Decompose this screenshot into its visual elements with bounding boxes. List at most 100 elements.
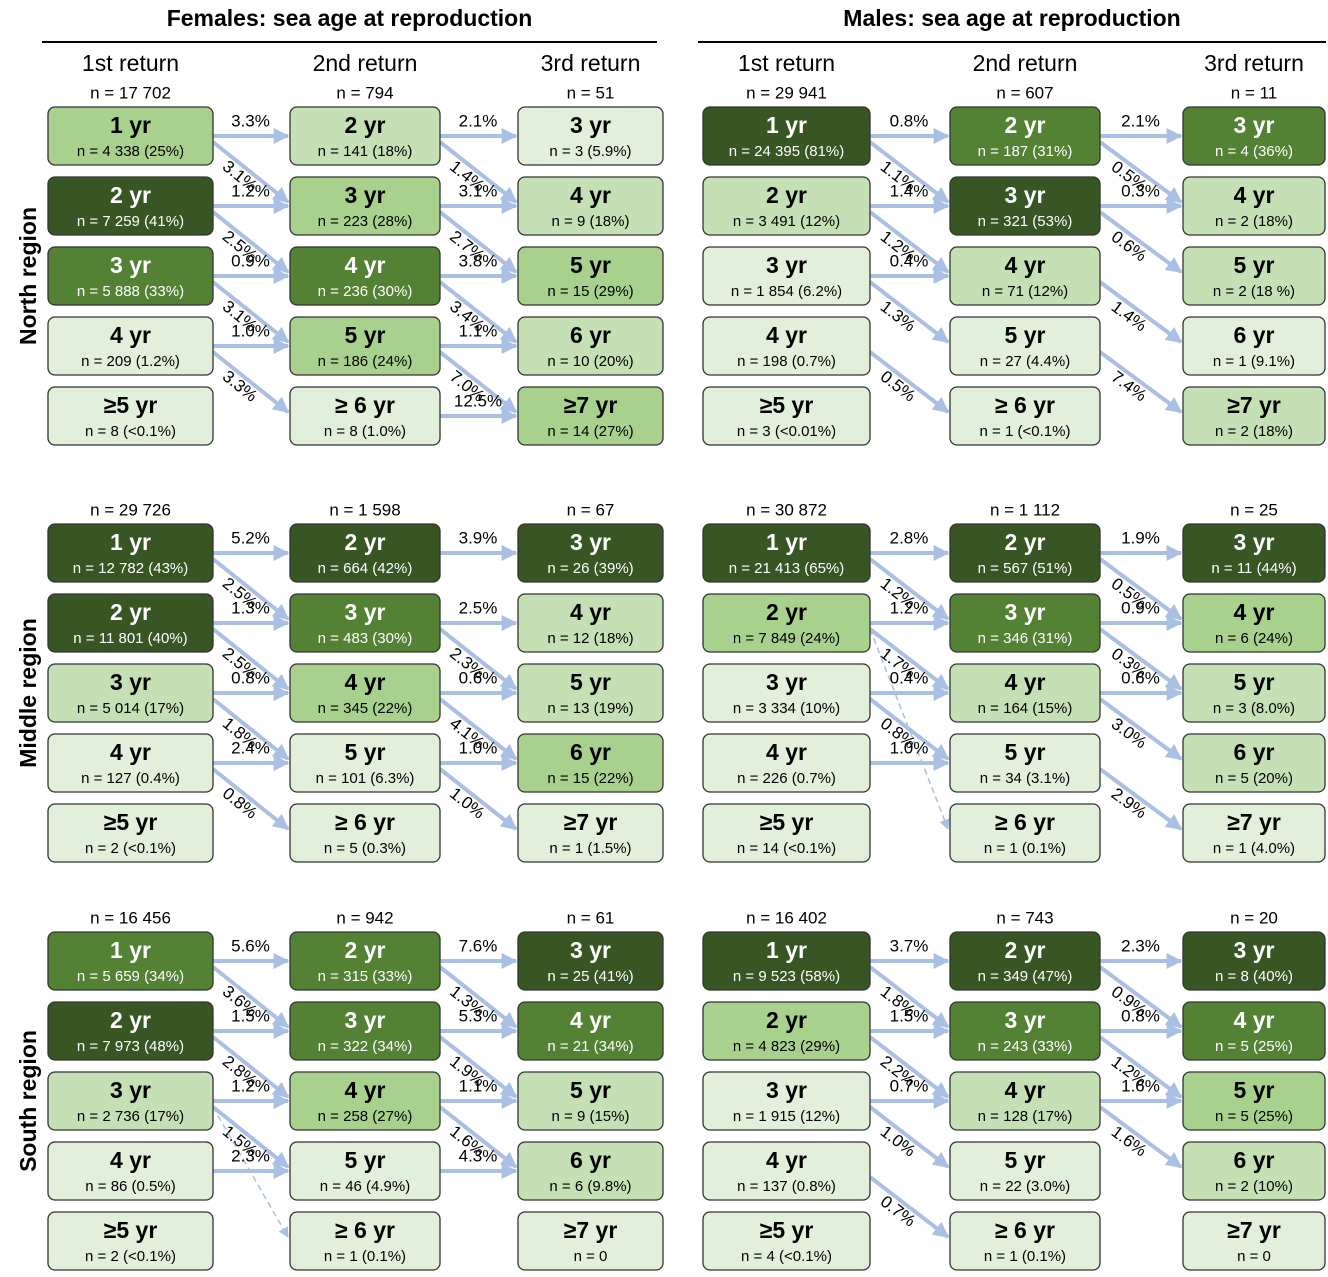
flow-label: 3.9% xyxy=(459,528,498,547)
flow-label: 5.2% xyxy=(231,528,270,547)
age-count: n = 1 (4.0%) xyxy=(1213,840,1295,857)
age-label: ≥ 6 yr xyxy=(995,392,1055,418)
age-label: 4 yr xyxy=(110,739,151,765)
age-label: 2 yr xyxy=(345,529,386,555)
column-title: 3rd return xyxy=(541,50,641,76)
age-label: 4 yr xyxy=(766,1147,807,1173)
age-count: n = 12 782 (43%) xyxy=(73,560,189,577)
age-label: 6 yr xyxy=(1234,739,1275,765)
age-box xyxy=(1182,1001,1326,1061)
age-box xyxy=(517,246,664,306)
age-box xyxy=(517,931,664,991)
age-label: 5 yr xyxy=(345,1147,386,1173)
age-label: 3 yr xyxy=(1234,529,1275,555)
age-count: n = 46 (4.9%) xyxy=(320,1178,410,1195)
age-box xyxy=(289,1071,441,1131)
flow-label: 7.6% xyxy=(459,936,498,955)
age-label: 1 yr xyxy=(766,112,807,138)
age-box xyxy=(517,523,664,583)
flow-label: 1.0% xyxy=(890,738,929,757)
age-count: n = 6 (24%) xyxy=(1215,630,1293,647)
age-box xyxy=(289,733,441,793)
age-label: 3 yr xyxy=(110,252,151,278)
age-box xyxy=(517,1141,664,1201)
age-label: 4 yr xyxy=(345,252,386,278)
age-box xyxy=(289,386,441,446)
flow-label: 1.2% xyxy=(231,1076,270,1095)
age-label: 1 yr xyxy=(110,112,151,138)
age-box xyxy=(47,386,214,446)
flow-arrow xyxy=(1098,965,1183,1029)
flow-arrow xyxy=(211,140,290,204)
flow-arrow xyxy=(211,280,290,344)
age-box xyxy=(702,1141,871,1201)
age-box xyxy=(949,1001,1101,1061)
age-count: n = 1 (1.5%) xyxy=(549,840,631,857)
age-box xyxy=(517,1211,664,1271)
column-n: n = 16 402 xyxy=(746,908,827,927)
age-label: ≥5 yr xyxy=(760,1217,814,1243)
flow-label: 1.9% xyxy=(1121,528,1160,547)
age-count: n = 3 (5.9%) xyxy=(549,143,631,160)
flow-arrow xyxy=(211,627,290,691)
age-label: 2 yr xyxy=(110,599,151,625)
flow-arrow xyxy=(211,1035,290,1099)
age-label: 6 yr xyxy=(570,1147,611,1173)
age-box xyxy=(517,593,664,653)
flow-label: 4.3% xyxy=(459,1146,498,1165)
age-label: 5 yr xyxy=(1234,1077,1275,1103)
age-count: n = 5 (0.3%) xyxy=(324,840,406,857)
age-box xyxy=(702,316,871,376)
column-n: n = 51 xyxy=(567,83,615,102)
flow-label: 0.6% xyxy=(459,668,498,687)
flow-arrow xyxy=(868,1175,950,1239)
age-box xyxy=(47,733,214,793)
column-title: 2nd return xyxy=(313,50,418,76)
flow-arrow xyxy=(211,767,290,831)
age-label: 3 yr xyxy=(110,1077,151,1103)
age-count: n = 6 (9.8%) xyxy=(549,1178,631,1195)
group-title: Males: sea age at reproduction xyxy=(843,5,1180,31)
flow-label: 5.3% xyxy=(459,1006,498,1025)
column-n: n = 11 xyxy=(1231,83,1277,102)
age-box xyxy=(702,106,871,166)
flow-arrow xyxy=(211,350,290,414)
age-count: n = 4 (<0.1%) xyxy=(741,1248,832,1265)
flow-arrow xyxy=(1098,350,1183,414)
flow-arrow xyxy=(868,557,950,621)
flow-label: 1.3% xyxy=(231,598,270,617)
flow-arrow xyxy=(1098,210,1183,274)
age-count: n = 4 823 (29%) xyxy=(733,1038,840,1055)
flow-label: 2.4% xyxy=(231,738,270,757)
age-label: 3 yr xyxy=(345,182,386,208)
age-label: 1 yr xyxy=(766,529,807,555)
age-count: n = 1 (<0.1%) xyxy=(980,423,1071,440)
age-box xyxy=(702,593,871,653)
column-n: n = 607 xyxy=(996,83,1053,102)
flow-label: 2.8% xyxy=(890,528,929,547)
age-label: 3 yr xyxy=(570,937,611,963)
column-n: n = 61 xyxy=(567,908,615,927)
age-box xyxy=(47,1001,214,1061)
age-box xyxy=(949,733,1101,793)
age-count: n = 223 (28%) xyxy=(318,213,413,230)
age-box xyxy=(47,1211,214,1271)
age-label: 5 yr xyxy=(1234,669,1275,695)
age-label: 3 yr xyxy=(766,252,807,278)
age-count: n = 2 (<0.1%) xyxy=(85,1248,176,1265)
age-label: 4 yr xyxy=(1005,669,1046,695)
age-box xyxy=(1182,803,1326,863)
age-count: n = 5 014 (17%) xyxy=(77,700,184,717)
flow-label: 0.7% xyxy=(890,1076,929,1095)
age-label: 2 yr xyxy=(1005,529,1046,555)
age-count: n = 15 (22%) xyxy=(547,770,633,787)
age-box xyxy=(702,176,871,236)
age-box xyxy=(949,246,1101,306)
flow-label: 0.9% xyxy=(1121,598,1160,617)
age-box xyxy=(289,803,441,863)
age-label: 3 yr xyxy=(1234,112,1275,138)
age-box xyxy=(702,1001,871,1061)
flow-label: 1.5% xyxy=(890,1006,929,1025)
age-box xyxy=(1182,176,1326,236)
age-box xyxy=(949,1141,1101,1201)
